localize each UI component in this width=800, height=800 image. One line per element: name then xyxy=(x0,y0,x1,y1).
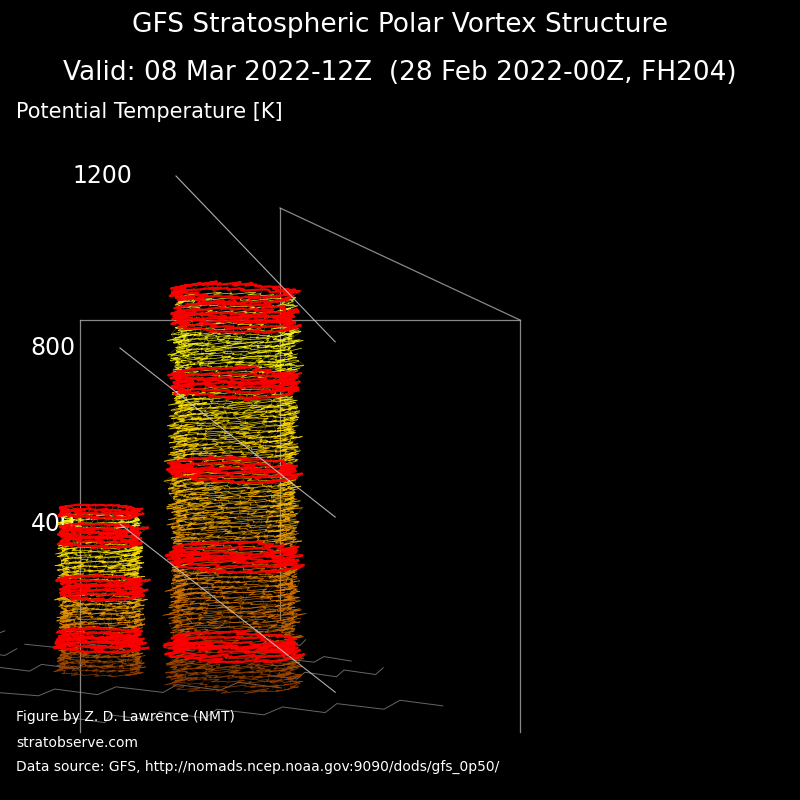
Text: 800: 800 xyxy=(31,336,76,360)
Text: stratobserve.com: stratobserve.com xyxy=(16,736,138,750)
Text: Figure by Z. D. Lawrence (NMT): Figure by Z. D. Lawrence (NMT) xyxy=(16,710,235,724)
Text: Valid: 08 Mar 2022-12Z  (28 Feb 2022-00Z, FH204): Valid: 08 Mar 2022-12Z (28 Feb 2022-00Z,… xyxy=(63,60,737,86)
Text: 400: 400 xyxy=(31,512,76,536)
Text: GFS Stratospheric Polar Vortex Structure: GFS Stratospheric Polar Vortex Structure xyxy=(132,12,668,38)
Text: 1200: 1200 xyxy=(72,164,132,188)
Text: Data source: GFS, http://nomads.ncep.noaa.gov:9090/dods/gfs_0p50/: Data source: GFS, http://nomads.ncep.noa… xyxy=(16,760,499,774)
Text: Potential Temperature [K]: Potential Temperature [K] xyxy=(16,102,282,122)
